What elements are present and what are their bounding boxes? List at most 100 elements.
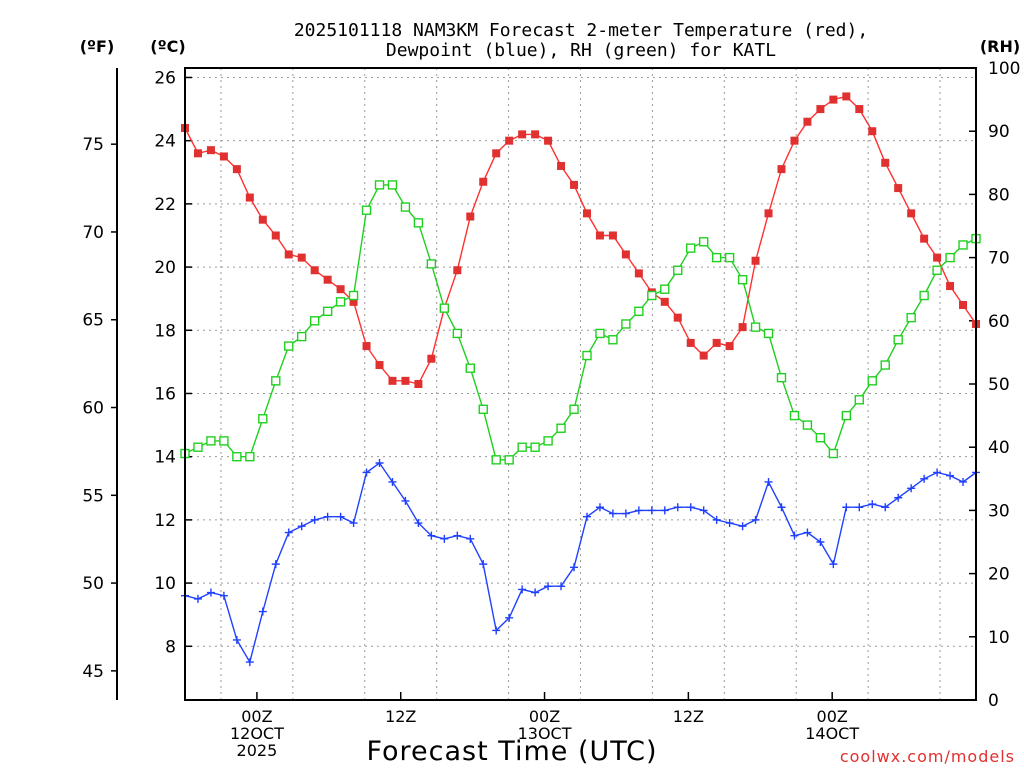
dewpoint-point (414, 519, 423, 528)
rh-point (309, 316, 320, 326)
temperature-point (803, 117, 812, 126)
dewpoint-point (427, 531, 436, 540)
rh-point (504, 455, 514, 465)
fahrenheit-tick-label: 60 (82, 399, 104, 419)
rh-point (647, 290, 657, 301)
temperature-point (777, 165, 786, 174)
series-line (184, 184, 977, 461)
rh-point (452, 328, 463, 339)
dewpoint-point (959, 477, 968, 486)
rh-point (634, 306, 644, 317)
dewpoint-point (297, 522, 306, 531)
dewpoint-point (595, 503, 604, 512)
rh-tick-label: 0 (988, 691, 999, 711)
dewpoint-point (362, 468, 371, 477)
temperature-point (621, 250, 630, 259)
rh-point (906, 312, 916, 323)
dewpoint-point (232, 635, 241, 644)
dewpoint-point (621, 509, 630, 518)
temperature-point (557, 161, 566, 170)
temperature-point (660, 297, 669, 306)
temperature-point (297, 253, 306, 262)
rh-point (945, 252, 955, 263)
rh-point (271, 376, 281, 386)
temperature-point (868, 127, 877, 136)
rh-tick-label: 30 (988, 501, 1010, 521)
rh-point (880, 360, 890, 370)
rh-point (335, 297, 346, 307)
temperature-point (271, 231, 280, 240)
temperature-point (829, 95, 838, 104)
rh-point (737, 275, 748, 285)
dewpoint-point (479, 560, 488, 569)
rh-point (439, 303, 450, 313)
temperature-point (582, 209, 591, 218)
dewpoint-point (920, 474, 929, 483)
fahrenheit-tick-label: 50 (82, 574, 104, 594)
rh-point (232, 451, 242, 462)
temperature-point (401, 376, 410, 385)
dewpoint-point (570, 563, 579, 572)
time-tick-label: 12Z (385, 707, 416, 726)
rh-point (854, 395, 864, 405)
temperature-point (362, 342, 371, 351)
rh-point (297, 331, 307, 342)
celsius-tick-label: 12 (154, 511, 176, 531)
dewpoint-point (777, 503, 786, 512)
rh-tick-label: 60 (988, 312, 1010, 332)
temperature-point (946, 282, 955, 291)
temperature-point (310, 266, 319, 275)
dewpoint-point (686, 503, 695, 512)
temperature-point (673, 313, 682, 322)
temperature-point (219, 152, 228, 161)
temperature-point (518, 130, 527, 139)
rh-point (802, 420, 813, 430)
temperature-point (790, 136, 799, 145)
rh-tick-label: 80 (988, 185, 1010, 205)
temperature-point (725, 342, 734, 351)
rh-point (491, 455, 501, 465)
rh-tick-label: 40 (988, 438, 1010, 458)
temperature-point (479, 177, 488, 186)
time-tick-label: 12Z (673, 707, 704, 726)
dewpoint-point (284, 528, 293, 537)
fahrenheit-tick-label: 55 (82, 486, 104, 506)
dewpoint-point (258, 607, 267, 616)
credit-text: coolwx.com/models (840, 747, 1015, 766)
time-tick-label: 00Z (817, 707, 848, 726)
rh-tick-label: 90 (988, 122, 1010, 142)
rh-point (919, 290, 929, 301)
rh-point (711, 252, 722, 263)
rh-point (621, 319, 631, 329)
rh-tick-label: 50 (988, 375, 1010, 395)
rh-point (284, 341, 294, 351)
time-tick-label: 14OCT (805, 724, 859, 743)
dewpoint-point (829, 560, 838, 569)
dewpoint-point (193, 594, 202, 603)
rh-point (374, 180, 385, 190)
dewpoint-point (492, 626, 501, 635)
chart-subtitle: Dewpoint (blue), RH (green) for KATL (386, 40, 776, 61)
temperature-point (336, 285, 345, 294)
temperature-point (544, 136, 553, 145)
dewpoint-point (544, 582, 553, 591)
rh-tick-label: 10 (988, 628, 1010, 648)
rh-point (400, 202, 411, 212)
celsius-unit-label: (ºC) (150, 37, 185, 56)
dewpoint-point (725, 519, 734, 528)
temperature-point (686, 338, 695, 347)
temperature-point (570, 180, 579, 189)
rh-point (530, 442, 540, 452)
rh-point (958, 240, 968, 250)
temperature-point (323, 275, 332, 284)
dewpoint-point (855, 503, 864, 512)
rh-point (789, 410, 800, 421)
dewpoint-point (323, 512, 332, 521)
rh-point (193, 442, 203, 452)
dewpoint-point (531, 588, 540, 597)
temperature-point (751, 256, 760, 265)
rh-point (361, 205, 372, 215)
dewpoint-point (816, 538, 825, 546)
rh-point (258, 414, 268, 424)
rh-point (569, 404, 579, 414)
